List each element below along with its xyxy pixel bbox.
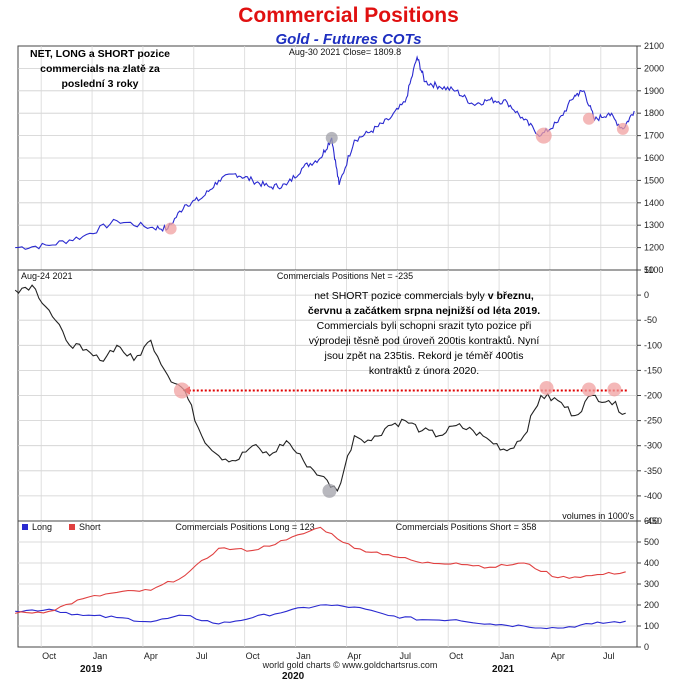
y-tick-label-2-6: 600 <box>644 516 659 526</box>
x-tick-label-7: Jul <box>399 651 411 661</box>
chart-subtitle: Gold - Futures COTs <box>275 31 422 48</box>
y-tick-label-0-6: 1700 <box>644 131 664 141</box>
year-label-2021: 2021 <box>492 664 515 675</box>
highlight-price-2021-03 <box>535 127 552 144</box>
y-tick-label-2-4: 400 <box>644 558 659 568</box>
highlight-price-2021-06 <box>582 112 595 125</box>
x-tick-label-9: Jan <box>500 651 515 661</box>
note-middle-part-2: Commercials byli schopni srazit tyto poz… <box>308 320 540 377</box>
highlight-net-2020-03 <box>322 483 337 498</box>
panel-header-center-1: Commercials Positions Net = -235 <box>277 271 413 281</box>
y-tick-label-1-3: -100 <box>644 340 662 350</box>
highlight-price-2020-03 <box>325 131 338 144</box>
y-tick-label-1-10: -450 <box>644 516 662 526</box>
x-tick-label-4: Oct <box>246 651 261 661</box>
y-tick-label-0-0: 1100 <box>644 265 663 275</box>
legend-swatch-long <box>22 524 28 530</box>
legend-swatch-short <box>69 524 75 530</box>
y-tick-label-0-10: 2100 <box>644 41 664 51</box>
y-tick-label-0-5: 1600 <box>644 153 664 163</box>
panel-header-left-1: Aug-24 2021 <box>21 271 73 281</box>
y-tick-label-1-0: 50 <box>644 265 654 275</box>
series-line-0-0 <box>15 55 635 250</box>
y-tick-label-2-0: 0 <box>644 642 649 652</box>
series-line-2-short <box>15 526 626 614</box>
y-tick-label-2-3: 300 <box>644 579 659 589</box>
y-tick-label-1-1: 0 <box>644 290 649 300</box>
chart-title: Commercial Positions <box>238 4 459 27</box>
y-tick-label-0-2: 1300 <box>644 220 664 230</box>
panel-header-center-0: Aug-30 2021 Close= 1809.8 <box>289 47 401 57</box>
x-tick-label-0: Oct <box>42 651 57 661</box>
y-tick-label-2-2: 200 <box>644 600 659 610</box>
footer-credit: world gold charts © www.goldchartsrus.co… <box>262 660 438 670</box>
note-middle-part-0: net SHORT pozice commercials byly <box>314 290 488 302</box>
panel-header-center-2: Commercials Positions Long = 123 <box>175 522 314 532</box>
highlight-net-2019-06 <box>173 382 190 399</box>
legend-label-short: Short <box>79 522 101 532</box>
y-tick-label-0-8: 1900 <box>644 86 664 96</box>
y-tick-label-1-9: -400 <box>644 491 662 501</box>
y-tick-label-2-5: 500 <box>644 537 659 547</box>
x-tick-label-2: Apr <box>144 651 158 661</box>
y-tick-label-1-6: -250 <box>644 416 662 426</box>
legend-label-long: Long <box>32 522 52 532</box>
highlight-net-2021-06 <box>581 382 596 397</box>
series-line-1-0 <box>14 284 626 493</box>
x-tick-label-8: Oct <box>449 651 464 661</box>
x-tick-label-5: Jan <box>296 651 311 661</box>
highlight-price-2021-08 <box>616 122 629 135</box>
panel-footnote-1: volumes in 1000's <box>562 511 634 521</box>
y-tick-label-0-7: 1800 <box>644 108 664 118</box>
panel-header-right-2: Commercials Positions Short = 358 <box>396 522 537 532</box>
x-tick-label-1: Jan <box>93 651 108 661</box>
y-tick-label-1-7: -300 <box>644 441 662 451</box>
x-tick-label-10: Apr <box>551 651 565 661</box>
y-tick-label-2-1: 100 <box>644 621 659 631</box>
x-tick-label-6: Apr <box>347 651 361 661</box>
y-tick-label-1-4: -150 <box>644 365 662 375</box>
y-tick-label-1-8: -350 <box>644 466 662 476</box>
y-tick-label-1-5: -200 <box>644 391 662 401</box>
highlight-net-2021-03 <box>539 380 554 395</box>
year-label-2019: 2019 <box>80 664 103 675</box>
series-line-2-long <box>15 604 626 630</box>
x-tick-label-3: Jul <box>196 651 208 661</box>
highlight-net-2021-07 <box>607 382 622 397</box>
note-top-left: NET, LONG a SHORT pozice commercials na … <box>29 48 171 90</box>
year-label-2020: 2020 <box>282 671 305 682</box>
note-middle: net SHORT pozice commercials byly v břez… <box>304 289 544 379</box>
highlight-price-2019-05 <box>164 222 177 235</box>
y-tick-label-1-2: -50 <box>644 315 657 325</box>
note-middle-part-1: v březnu, červnu a začátkem srpna nejniž… <box>307 290 541 317</box>
y-tick-label-0-9: 2000 <box>644 63 664 73</box>
y-tick-label-0-1: 1200 <box>644 243 664 253</box>
x-tick-label-11: Jul <box>603 651 615 661</box>
y-tick-label-0-4: 1500 <box>644 175 664 185</box>
y-tick-label-0-3: 1400 <box>644 198 664 208</box>
